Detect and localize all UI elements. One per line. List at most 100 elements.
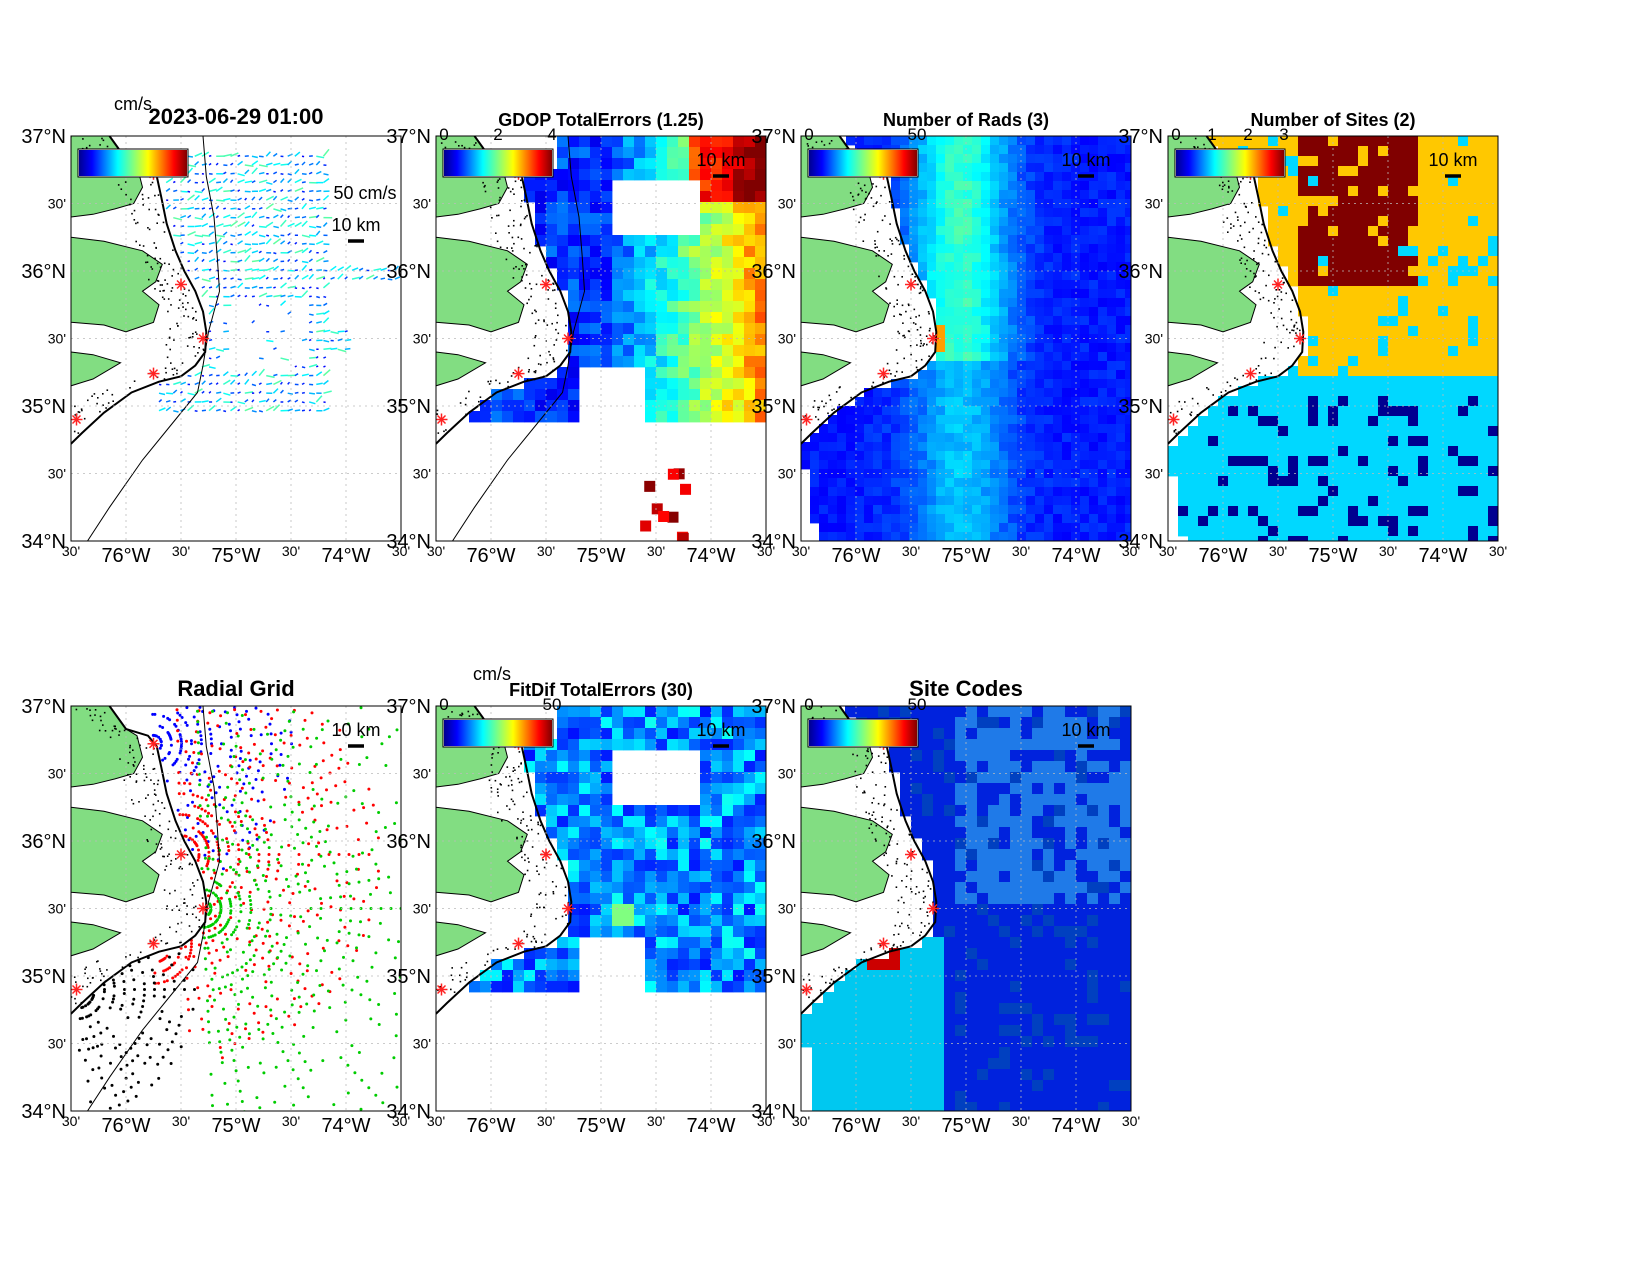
sound-dot	[1239, 259, 1241, 261]
field-cell	[1458, 336, 1469, 347]
field-cell	[864, 523, 874, 533]
field-cell	[999, 370, 1009, 380]
site-marker-stroke	[71, 414, 82, 425]
sound-dot	[1230, 223, 1232, 225]
radial-grid-point	[207, 935, 211, 939]
field-cell	[1258, 176, 1269, 187]
current-vector	[280, 208, 287, 212]
radial-grid-point	[376, 836, 380, 840]
field-cell	[513, 389, 525, 401]
field-cell	[873, 532, 883, 541]
field-cell	[981, 397, 991, 407]
radial-grid-point	[197, 943, 201, 947]
field-cell	[909, 226, 919, 236]
field-cell	[1125, 388, 1131, 398]
current-vector	[294, 274, 300, 280]
field-cell	[1017, 316, 1027, 326]
sound-dot	[167, 298, 170, 300]
sound-dot	[894, 375, 896, 377]
field-cell	[1080, 406, 1090, 416]
sound-dot	[163, 298, 166, 300]
sound-dot	[863, 184, 866, 187]
radial-grid-point	[196, 794, 200, 798]
current-vector	[258, 292, 268, 298]
radial-grid-point	[208, 727, 212, 731]
field-cell	[1017, 271, 1027, 281]
current-vector	[337, 273, 344, 280]
current-vector	[294, 391, 299, 394]
field-cell	[1107, 199, 1117, 209]
field-cell	[1116, 226, 1126, 236]
field-cell	[1318, 406, 1329, 417]
sound-dot	[1238, 193, 1241, 196]
field-cell	[1458, 366, 1469, 377]
radial-grid-point	[346, 761, 350, 765]
field-cell	[1358, 346, 1369, 357]
field-cell	[1418, 426, 1429, 437]
field-cell	[1368, 526, 1379, 537]
current-vector	[330, 276, 335, 280]
field-cell	[1288, 176, 1299, 187]
sound-dot	[835, 391, 838, 393]
lon-tick-label: 76°W	[831, 545, 880, 567]
field-cell	[1298, 286, 1309, 297]
field-cell	[1328, 506, 1339, 517]
sound-dot	[444, 146, 447, 149]
field-cell	[837, 514, 847, 524]
field-cell	[678, 257, 690, 269]
sound-dot	[163, 289, 165, 292]
field-cell	[656, 389, 668, 401]
sound-dot	[1276, 325, 1278, 328]
radial-grid-point	[241, 838, 245, 842]
field-cell	[1338, 196, 1349, 207]
field-cell	[1348, 286, 1359, 297]
sound-dot	[1254, 290, 1257, 292]
field-cell	[1478, 226, 1489, 237]
sound-dot	[922, 344, 924, 347]
field-cell	[900, 487, 910, 497]
field-cell	[1053, 226, 1063, 236]
field-cell	[568, 224, 580, 236]
field-cell	[999, 181, 1009, 191]
field-cell	[1044, 478, 1054, 488]
field-cell	[981, 460, 991, 470]
field-cell	[645, 411, 657, 423]
current-vector	[187, 243, 195, 247]
sound-dot	[1282, 324, 1285, 327]
field-cell	[1358, 326, 1369, 337]
field-cell	[846, 478, 856, 488]
field-cell	[981, 370, 991, 380]
site-marker-stroke	[928, 333, 938, 344]
sound-dot	[1290, 310, 1292, 313]
field-cell	[678, 367, 690, 379]
field-cell	[1188, 476, 1199, 487]
field-cell	[1418, 206, 1429, 217]
lat-tick-label: 34°N	[751, 531, 796, 553]
sound-dot	[499, 246, 502, 249]
field-cell	[873, 388, 883, 398]
sound-dot	[928, 355, 930, 357]
sound-dot	[161, 296, 164, 299]
radial-grid-point	[198, 706, 202, 709]
sound-dot	[910, 353, 912, 356]
field-cell	[1388, 236, 1399, 247]
field-cell	[918, 433, 928, 443]
sound-dot	[874, 243, 876, 245]
field-cell	[1478, 486, 1489, 497]
field-cell	[1258, 486, 1269, 497]
field-cell	[846, 406, 856, 416]
field-cell	[891, 460, 901, 470]
field-cell	[1228, 526, 1239, 537]
radial-grid-point	[287, 924, 291, 928]
field-cell	[1178, 456, 1189, 467]
field-cell	[1298, 496, 1309, 507]
field-cell	[1053, 487, 1063, 497]
field-cell	[1116, 262, 1126, 272]
radial-grid-point	[352, 897, 356, 901]
field-cell	[936, 316, 946, 326]
land-mass-2	[1168, 351, 1219, 387]
field-cell	[954, 208, 964, 218]
field-cell	[612, 246, 624, 258]
field-cell	[981, 289, 991, 299]
